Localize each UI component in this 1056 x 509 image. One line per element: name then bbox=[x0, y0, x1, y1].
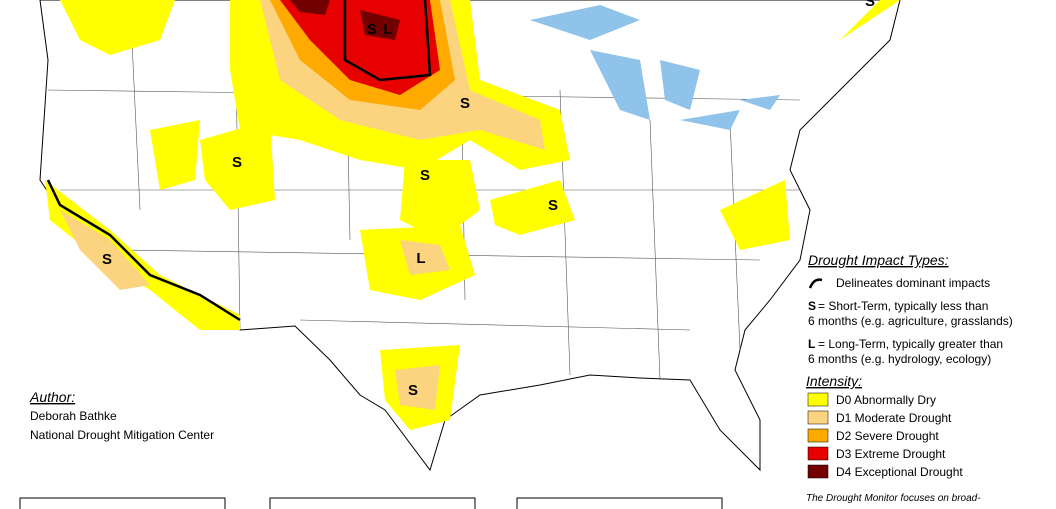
short-line1: = Short-Term, typically less than bbox=[818, 299, 988, 313]
author-heading: Author: bbox=[29, 389, 75, 405]
intensity-label: D1 Moderate Drought bbox=[836, 411, 952, 425]
intensity-swatch bbox=[807, 428, 829, 443]
intensity-label: D4 Exceptional Drought bbox=[836, 465, 963, 479]
intensity-label: D0 Abnormally Dry bbox=[836, 393, 936, 407]
impact-label: L bbox=[416, 250, 425, 267]
impact-label: S bbox=[548, 197, 558, 214]
long-line2: 6 months (e.g. hydrology, ecology) bbox=[808, 352, 991, 366]
impact-label: L bbox=[383, 21, 392, 38]
intensity-swatch bbox=[807, 410, 829, 425]
great-lakes bbox=[530, 5, 780, 130]
impact-label: S bbox=[102, 251, 112, 268]
impact-label: S bbox=[460, 95, 470, 112]
intensity-label: D2 Severe Drought bbox=[836, 429, 939, 443]
short-key: S bbox=[808, 299, 816, 313]
impact-heading: Drought Impact Types: bbox=[808, 252, 949, 268]
delineates: Delineates dominant impacts bbox=[836, 276, 990, 290]
author-org: National Drought Mitigation Center bbox=[30, 428, 214, 442]
short-line2: 6 months (e.g. agriculture, grasslands) bbox=[808, 314, 1013, 328]
intensity-swatch bbox=[807, 464, 829, 479]
inset-frames bbox=[19, 497, 723, 509]
intensity-swatch bbox=[807, 446, 829, 461]
intensity-heading: Intensity: bbox=[806, 373, 862, 389]
impact-label: S bbox=[865, 0, 875, 10]
long-key: L bbox=[808, 337, 815, 351]
intensity-label: D3 Extreme Drought bbox=[836, 447, 946, 461]
author-name: Deborah Bathke bbox=[30, 409, 117, 423]
impact-label: S bbox=[420, 167, 430, 184]
footnote: The Drought Monitor focuses on broad- bbox=[806, 493, 981, 504]
intensity-swatch bbox=[807, 392, 829, 407]
delineate-symbol bbox=[808, 278, 823, 289]
impact-label: S bbox=[367, 21, 377, 38]
impact-label: S bbox=[232, 154, 242, 171]
impact-boundaries bbox=[46, 0, 432, 322]
impact-label: S bbox=[408, 382, 418, 399]
long-line1: = Long-Term, typically greater than bbox=[818, 337, 1003, 351]
